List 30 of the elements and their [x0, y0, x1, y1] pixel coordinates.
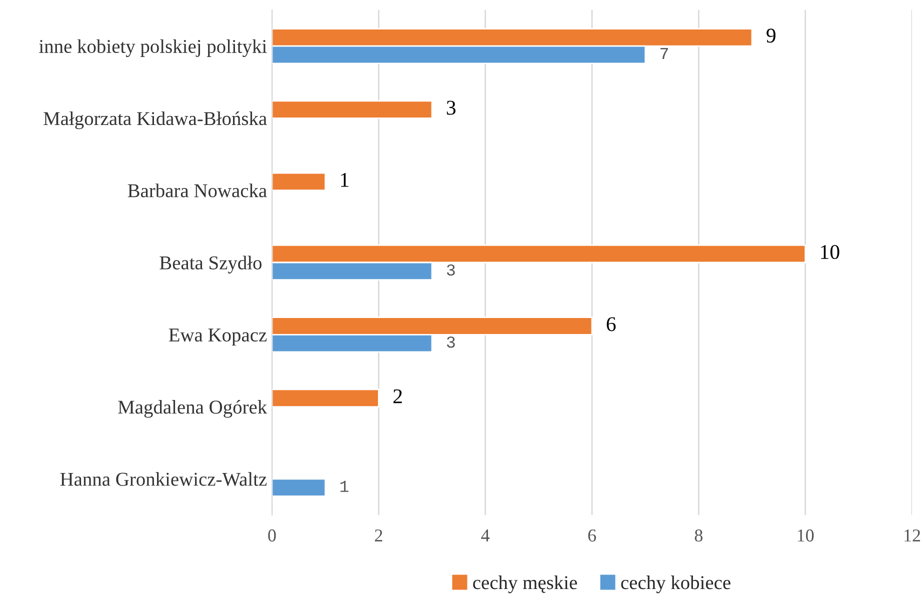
data-label: 1	[340, 480, 348, 492]
data-label: 3	[446, 100, 456, 115]
y-tick-label: Małgorzata Kidawa-Błońska	[44, 111, 267, 130]
x-tick-label: 10	[798, 529, 814, 542]
data-label: 3	[446, 264, 455, 276]
legend-label: cechy kobiece	[621, 576, 730, 594]
bar	[272, 478, 326, 497]
y-tick-label: Ewa Kopacz	[168, 328, 267, 346]
bar	[272, 100, 433, 119]
data-label: 7	[660, 48, 668, 60]
x-tick-label: 4	[481, 530, 490, 542]
data-label: 10	[821, 245, 840, 260]
y-tick-label: Barbara Nowacka	[128, 184, 267, 198]
x-tick-label: 0	[268, 529, 276, 542]
x-tick-label: 8	[694, 529, 702, 542]
data-label: 1	[341, 172, 348, 187]
x-tick-label: 6	[588, 529, 596, 542]
y-tick-label: Beata Szydło	[160, 256, 262, 274]
y-tick-label: Magdalena Ogórek	[118, 400, 268, 418]
x-tick-label: 2	[374, 529, 382, 542]
bar	[272, 388, 380, 408]
bar	[272, 172, 326, 192]
data-label: 9	[766, 28, 776, 43]
y-tick-label: Hanna Gronkiewicz-Waltz	[60, 472, 267, 486]
legend-label: cechy męskie	[473, 576, 577, 594]
y-tick-label: inne kobiety polskiej polityki	[39, 39, 267, 58]
data-label: 2	[393, 389, 402, 404]
data-label: 6	[606, 317, 616, 332]
data-label: 3	[446, 336, 455, 348]
x-tick-label: 12	[904, 529, 920, 542]
